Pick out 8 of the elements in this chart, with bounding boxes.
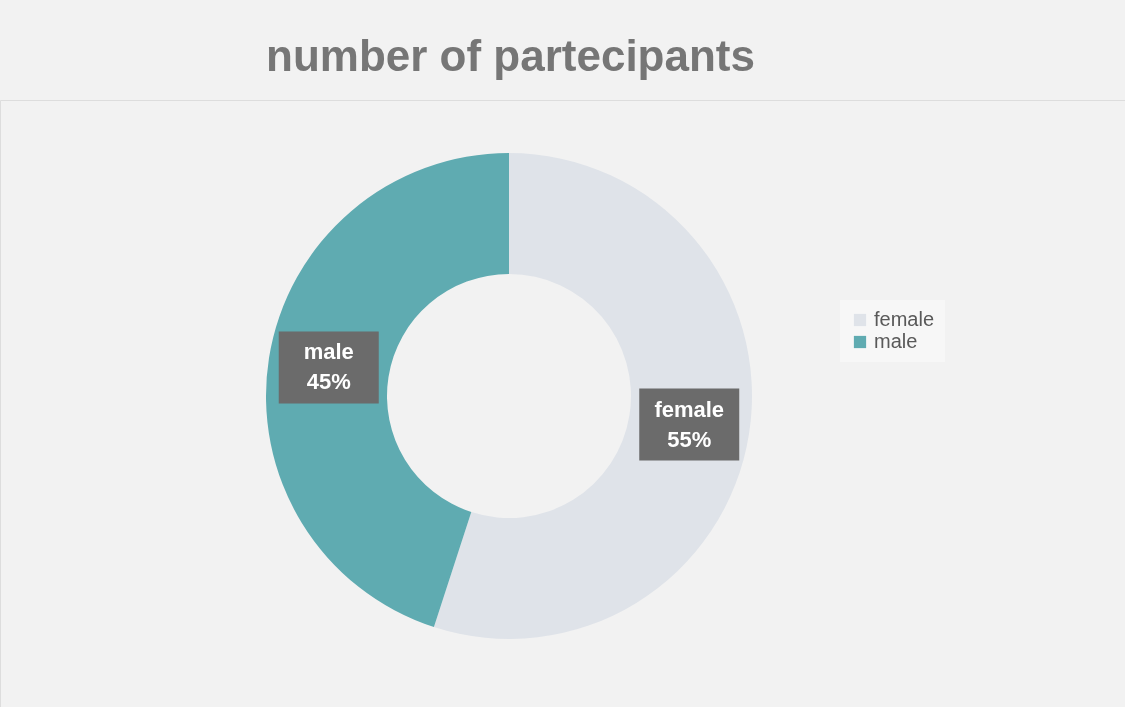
slice-label: female	[654, 396, 725, 422]
chart-title: number of partecipants	[266, 31, 755, 80]
data-label: 45%	[306, 369, 351, 395]
legend-label: male	[874, 330, 918, 352]
slice-label: male	[303, 339, 354, 365]
data-label: 55%	[667, 426, 712, 452]
donut-slice	[433, 153, 752, 639]
legend-label: female	[874, 308, 935, 330]
